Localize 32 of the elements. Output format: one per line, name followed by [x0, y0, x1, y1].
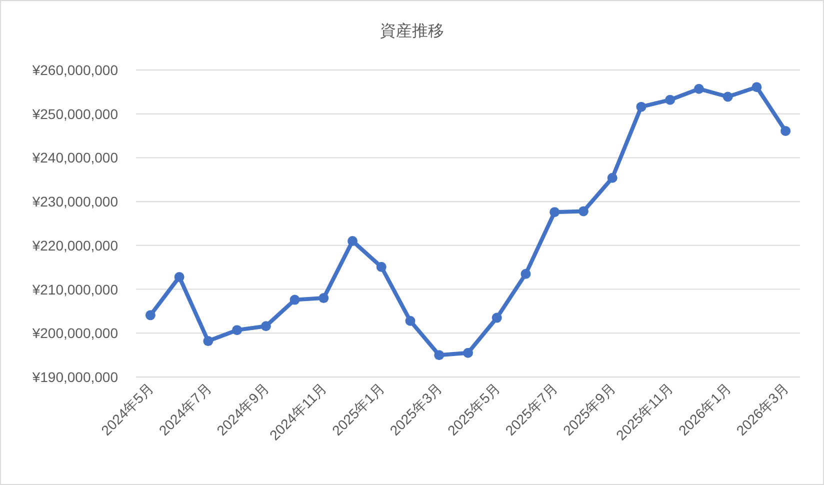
y-tick-label: ¥200,000,000: [31, 325, 118, 342]
y-tick-label: ¥190,000,000: [31, 369, 118, 385]
y-tick-label: ¥210,000,000: [31, 281, 118, 298]
point: [174, 272, 184, 282]
point: [492, 312, 502, 323]
point: [203, 336, 214, 346]
point: [665, 94, 676, 105]
point: [348, 236, 358, 246]
point: [290, 294, 300, 305]
y-tick-label: ¥260,000,000: [31, 62, 118, 78]
y-tick-label: ¥250,000,000: [31, 106, 118, 122]
point: [232, 325, 242, 336]
point: [434, 350, 444, 360]
point: [780, 126, 791, 136]
y-tick-label: ¥220,000,000: [31, 237, 118, 254]
point: [260, 321, 271, 332]
point: [550, 207, 560, 218]
point: [578, 206, 588, 216]
point: [694, 84, 704, 94]
chart-title: 資産推移: [380, 22, 444, 40]
point: [752, 82, 762, 92]
point: [607, 172, 618, 183]
point: [145, 310, 156, 320]
y-tick-label: ¥230,000,000: [31, 194, 118, 210]
point: [520, 268, 531, 279]
point: [722, 92, 733, 102]
point: [405, 316, 416, 326]
point: [318, 293, 329, 304]
point: [376, 262, 386, 272]
point: [636, 102, 646, 112]
y-tick-label: ¥240,000,000: [31, 150, 118, 166]
point: [463, 348, 473, 358]
